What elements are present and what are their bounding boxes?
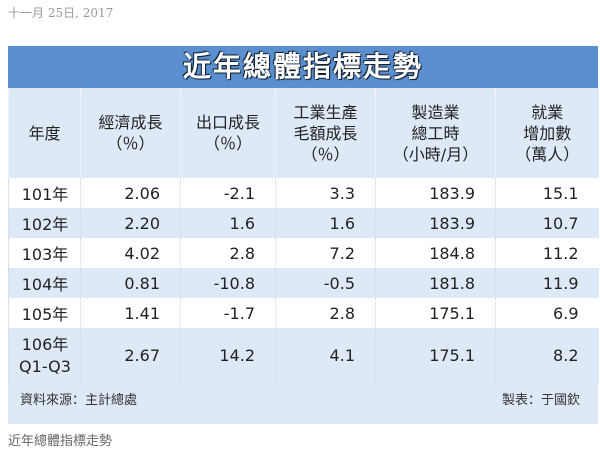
value-cell: 7.2 [275, 238, 376, 268]
value-cell: 183.9 [375, 208, 496, 238]
header-line: 工業生產 [293, 102, 358, 122]
header-line: （％） [203, 134, 252, 153]
value-cell: 10.7 [495, 208, 599, 238]
year-line: 101年 [21, 185, 69, 204]
value-cell: 6.9 [495, 298, 599, 328]
header-line: 就業 [531, 102, 564, 122]
table-row: 103年 4.02 2.8 7.2 184.8 11.2 [8, 238, 599, 268]
column-header: 製造業 總工時 （小時/月） [375, 88, 496, 178]
value-cell: 2.8 [275, 298, 376, 328]
table-row: 102年 2.20 1.6 1.6 183.9 10.7 [8, 208, 599, 238]
table-row: 104年 0.81 -10.8 -0.5 181.8 11.9 [8, 268, 599, 298]
column-header: 年度 [8, 88, 81, 178]
header-line: 經濟成長 [98, 113, 163, 132]
column-header: 經濟成長 （％） [80, 88, 181, 178]
value-cell: 11.2 [495, 238, 599, 268]
header-line: 年度 [28, 123, 61, 143]
header-line: （％） [301, 144, 350, 164]
source-note: 資料來源：主計總處 [20, 392, 138, 408]
value-cell: 2.8 [180, 238, 276, 268]
value-cell: 1.6 [180, 208, 276, 238]
table-card: 近年總體指標走勢 年度 經濟成長 （％） 出口成長 （％） 工業生產 毛額成長 （％） 製造業總… [8, 46, 599, 424]
value-cell: 11.9 [495, 268, 599, 298]
year-line: 104年 [21, 275, 69, 294]
year-line: 106年 [21, 335, 69, 354]
year-cell: 103年 [8, 238, 81, 268]
value-cell: 4.02 [80, 238, 181, 268]
year-cell: 105年 [8, 298, 81, 328]
table-row: 101年 2.06 -2.1 3.3 183.9 15.1 [8, 178, 599, 208]
value-cell: 3.3 [275, 178, 376, 208]
value-cell: 0.81 [80, 268, 181, 298]
value-cell: 2.67 [80, 328, 181, 384]
value-cell: 183.9 [375, 178, 496, 208]
value-cell: 175.1 [375, 298, 496, 328]
year-line: Q1-Q3 [19, 357, 71, 376]
column-header: 出口成長 （％） [180, 88, 276, 178]
value-cell: 184.8 [375, 238, 496, 268]
author-note: 製表：于國欽 [501, 392, 580, 408]
table-row: 105年 1.41 -1.7 2.8 175.1 6.9 [8, 298, 599, 328]
year-cell: 104年 [8, 268, 81, 298]
value-cell: 175.1 [375, 328, 496, 384]
data-table: 年度 經濟成長 （％） 出口成長 （％） 工業生產 毛額成長 （％） 製造業 總工時 （小時/月）就… [8, 88, 599, 384]
value-cell: 15.1 [495, 178, 599, 208]
year-line: 102年 [21, 215, 69, 234]
year-cell: 101年 [8, 178, 81, 208]
table-footer: 資料來源：主計總處 製表：于國欽 [8, 384, 598, 410]
header-line: 製造業 [411, 102, 460, 122]
value-cell: 181.8 [375, 268, 496, 298]
header-line: 增加數 [523, 123, 572, 143]
header-line: （％） [106, 134, 155, 153]
value-cell: -0.5 [275, 268, 376, 298]
header-row: 年度 經濟成長 （％） 出口成長 （％） 工業生產 毛額成長 （％） 製造業 總工時 （小時/月）就… [8, 88, 599, 178]
value-cell: 2.06 [80, 178, 181, 208]
header-line: （小時/月） [392, 144, 479, 164]
image-caption: 近年總體指標走勢 [8, 434, 113, 449]
header-line: 毛額成長 [293, 123, 358, 143]
value-cell: 1.6 [275, 208, 376, 238]
value-cell: 2.20 [80, 208, 181, 238]
value-cell: 14.2 [180, 328, 276, 384]
header-line: （萬人） [515, 144, 580, 164]
year-cell: 106年 Q1-Q3 [8, 328, 81, 384]
value-cell: -10.8 [180, 268, 276, 298]
post-date: 十一月 25日, 2017 [8, 6, 114, 20]
year-line: 103年 [21, 245, 69, 264]
table-title: 近年總體指標走勢 [8, 46, 598, 88]
value-cell: 1.41 [80, 298, 181, 328]
header-line: 總工時 [411, 123, 460, 143]
value-cell: -1.7 [180, 298, 276, 328]
column-header: 工業生產 毛額成長 （％） [275, 88, 376, 178]
column-header: 就業 增加數 （萬人） [495, 88, 599, 178]
table-body: 101年 2.06 -2.1 3.3 183.9 15.1 102年 2.20 1.6 1.6 18… [8, 178, 599, 384]
year-line: 105年 [21, 305, 69, 324]
value-cell: 4.1 [275, 328, 376, 384]
header-line: 出口成長 [195, 113, 260, 132]
year-cell: 102年 [8, 208, 81, 238]
value-cell: -2.1 [180, 178, 276, 208]
table-row: 106年 Q1-Q3 2.67 14.2 4.1 175.1 8.2 [8, 328, 599, 384]
value-cell: 8.2 [495, 328, 599, 384]
